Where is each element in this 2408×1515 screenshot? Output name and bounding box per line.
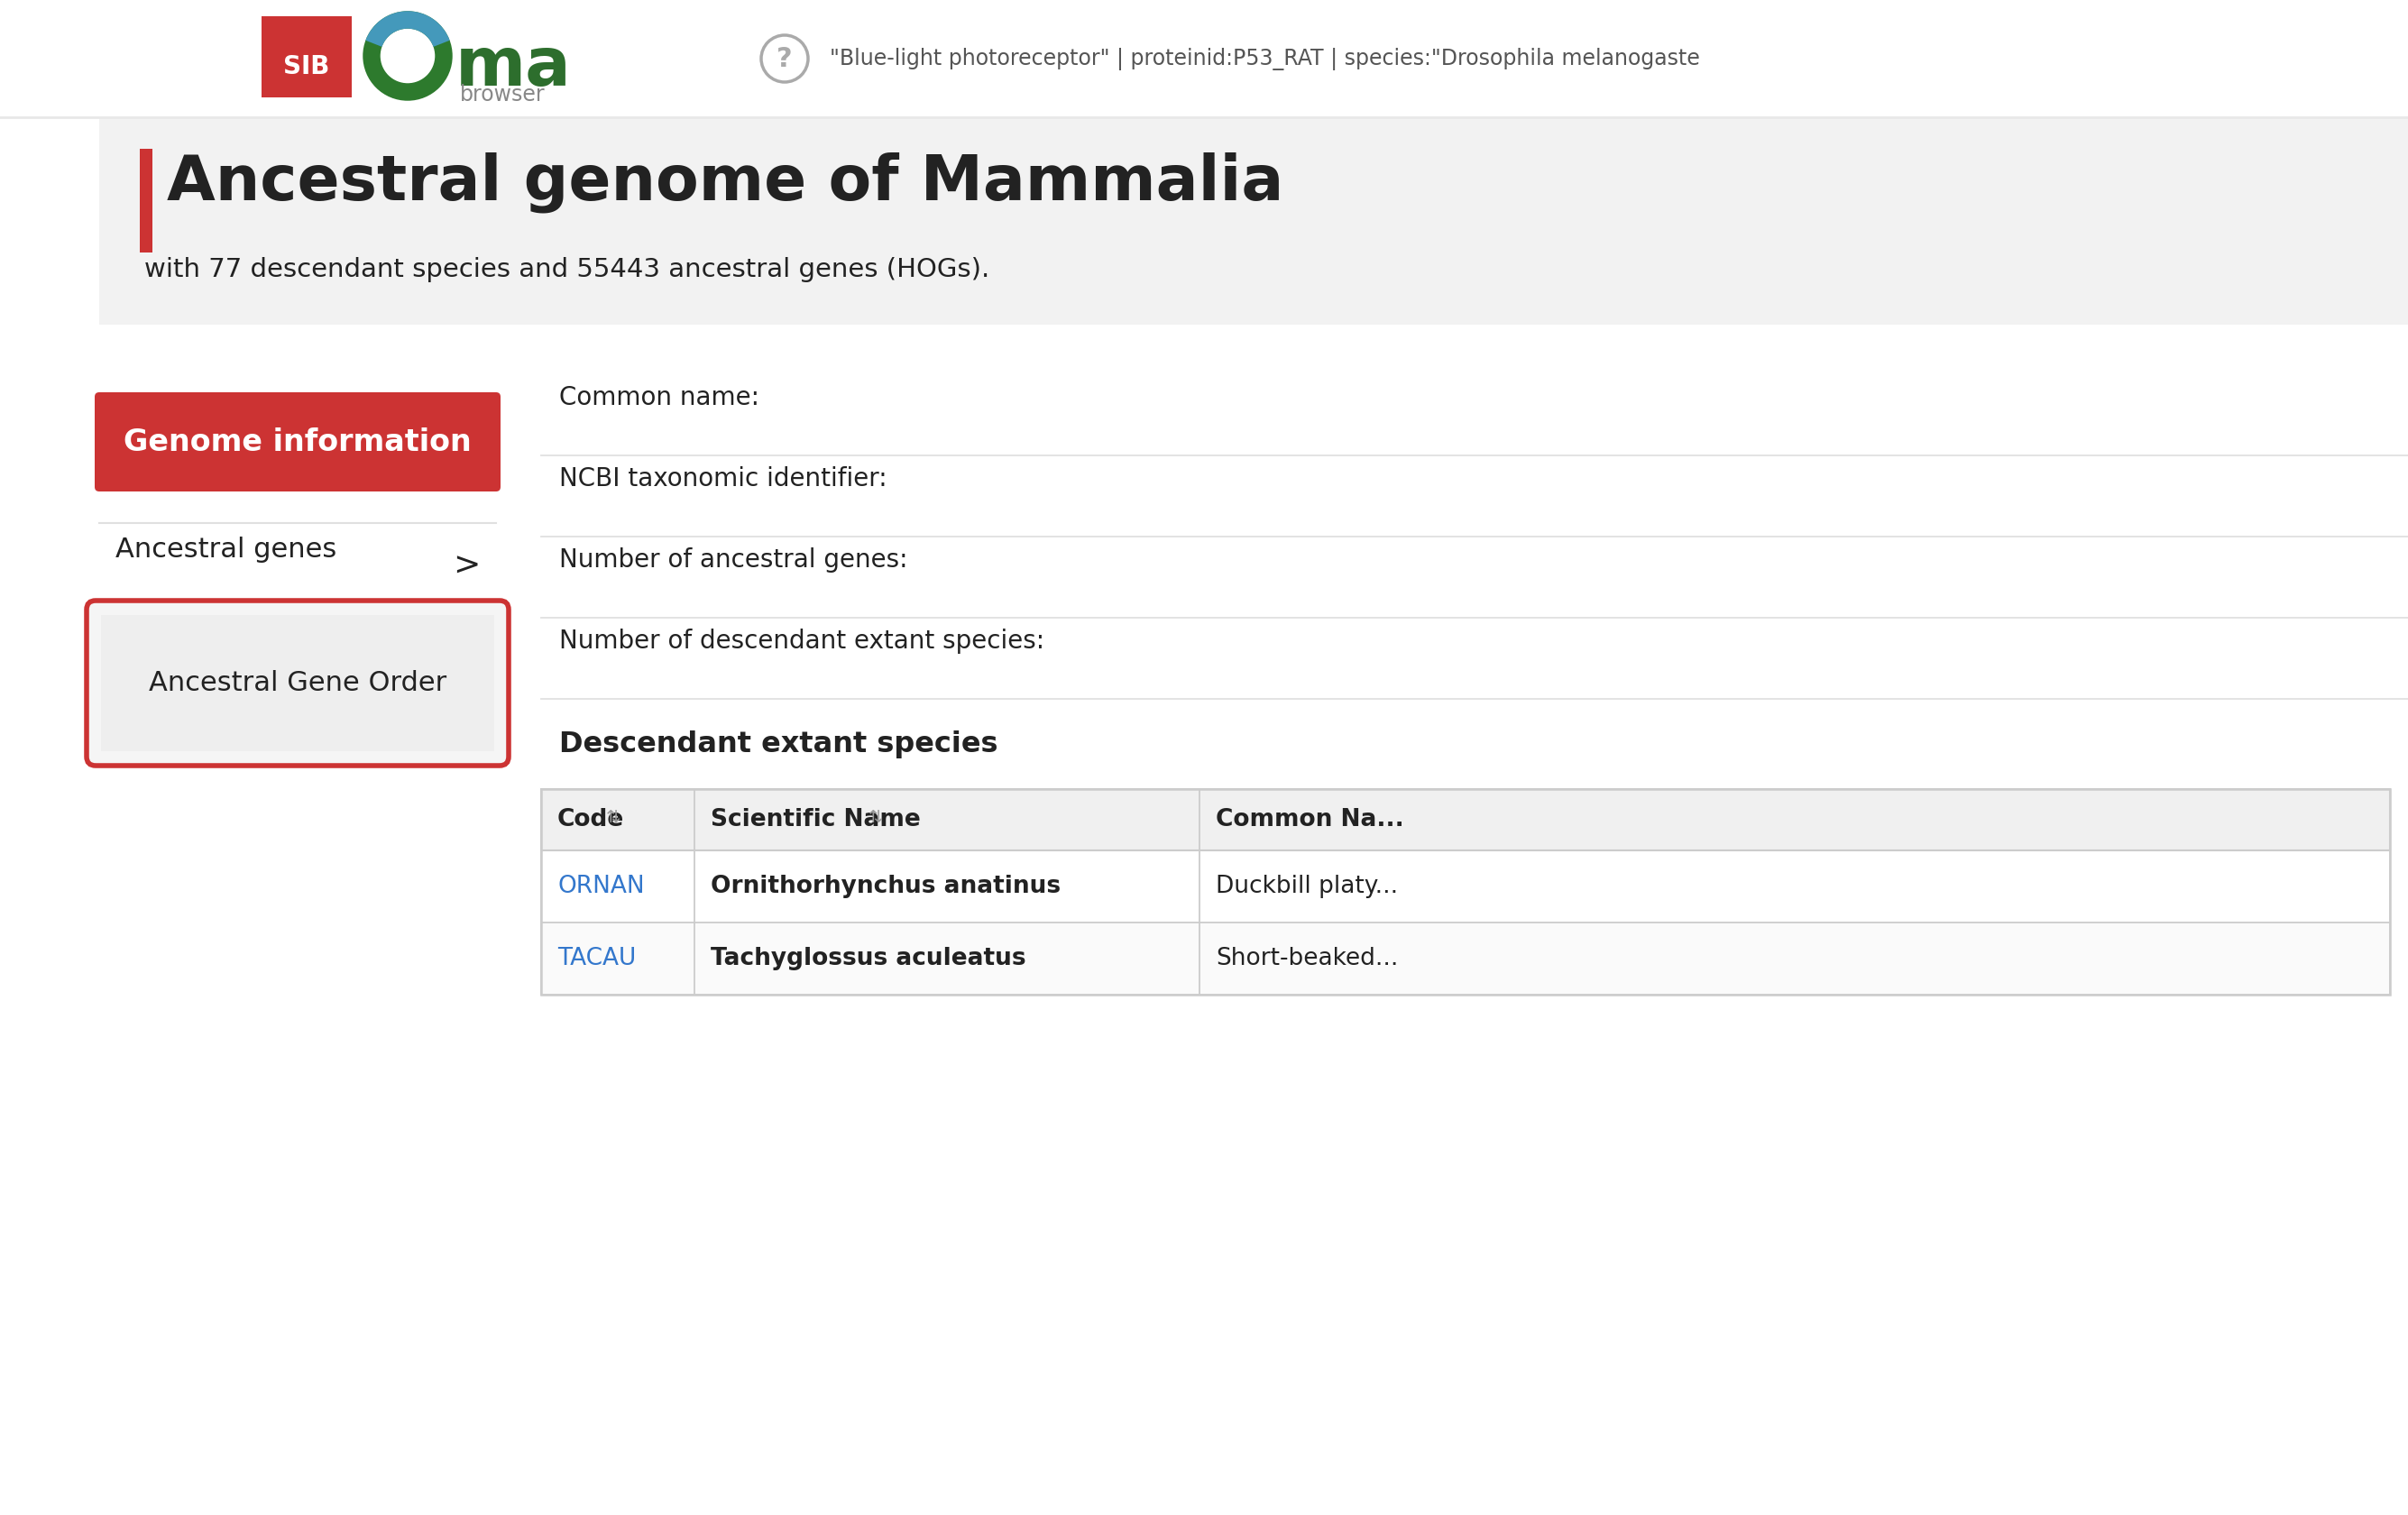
- FancyBboxPatch shape: [262, 17, 352, 97]
- Text: "Blue-light photoreceptor" | proteinid:P53_RAT | species:"Drosophila melanogaste: "Blue-light photoreceptor" | proteinid:P…: [831, 47, 1700, 70]
- Text: Duckbill platy...: Duckbill platy...: [1216, 874, 1399, 898]
- Text: >: >: [453, 550, 479, 582]
- Text: ⇅: ⇅: [607, 809, 621, 827]
- Text: NCBI taxonomic identifier:: NCBI taxonomic identifier:: [559, 467, 886, 491]
- Text: Number of ancestral genes:: Number of ancestral genes:: [559, 547, 908, 573]
- FancyBboxPatch shape: [99, 117, 2408, 324]
- FancyBboxPatch shape: [140, 148, 152, 253]
- FancyBboxPatch shape: [542, 923, 2391, 995]
- Text: Short-beaked...: Short-beaked...: [1216, 947, 1399, 970]
- Text: Code: Code: [556, 807, 624, 832]
- Text: with 77 descendant species and 55443 ancestral genes (HOGs).: with 77 descendant species and 55443 anc…: [144, 258, 990, 282]
- FancyBboxPatch shape: [542, 789, 2391, 850]
- Text: ORNAN: ORNAN: [556, 874, 645, 898]
- Text: ⇅: ⇅: [869, 809, 884, 827]
- FancyBboxPatch shape: [94, 392, 501, 491]
- Text: ma: ma: [455, 35, 571, 100]
- Text: Ancestral genome of Mammalia: Ancestral genome of Mammalia: [166, 152, 1283, 212]
- Text: SIB: SIB: [284, 55, 330, 79]
- Text: ?: ?: [778, 45, 792, 71]
- FancyBboxPatch shape: [87, 600, 508, 765]
- Text: Tachyglossus aculeatus: Tachyglossus aculeatus: [710, 947, 1026, 970]
- Text: Number of descendant extant species:: Number of descendant extant species:: [559, 629, 1045, 654]
- Text: Common Na...: Common Na...: [1216, 807, 1404, 832]
- Text: browser: browser: [460, 83, 544, 106]
- Text: Ancestral genes: Ancestral genes: [116, 536, 337, 562]
- FancyBboxPatch shape: [0, 0, 2408, 117]
- Text: TACAU: TACAU: [556, 947, 636, 970]
- FancyBboxPatch shape: [542, 850, 2391, 923]
- Text: Ancestral Gene Order: Ancestral Gene Order: [149, 670, 445, 697]
- Text: Scientific Name: Scientific Name: [710, 807, 920, 832]
- Text: Genome information: Genome information: [123, 427, 472, 456]
- Text: Common name:: Common name:: [559, 385, 759, 411]
- Text: Descendant extant species: Descendant extant species: [559, 730, 997, 759]
- Text: Ornithorhynchus anatinus: Ornithorhynchus anatinus: [710, 874, 1060, 898]
- FancyBboxPatch shape: [101, 615, 494, 751]
